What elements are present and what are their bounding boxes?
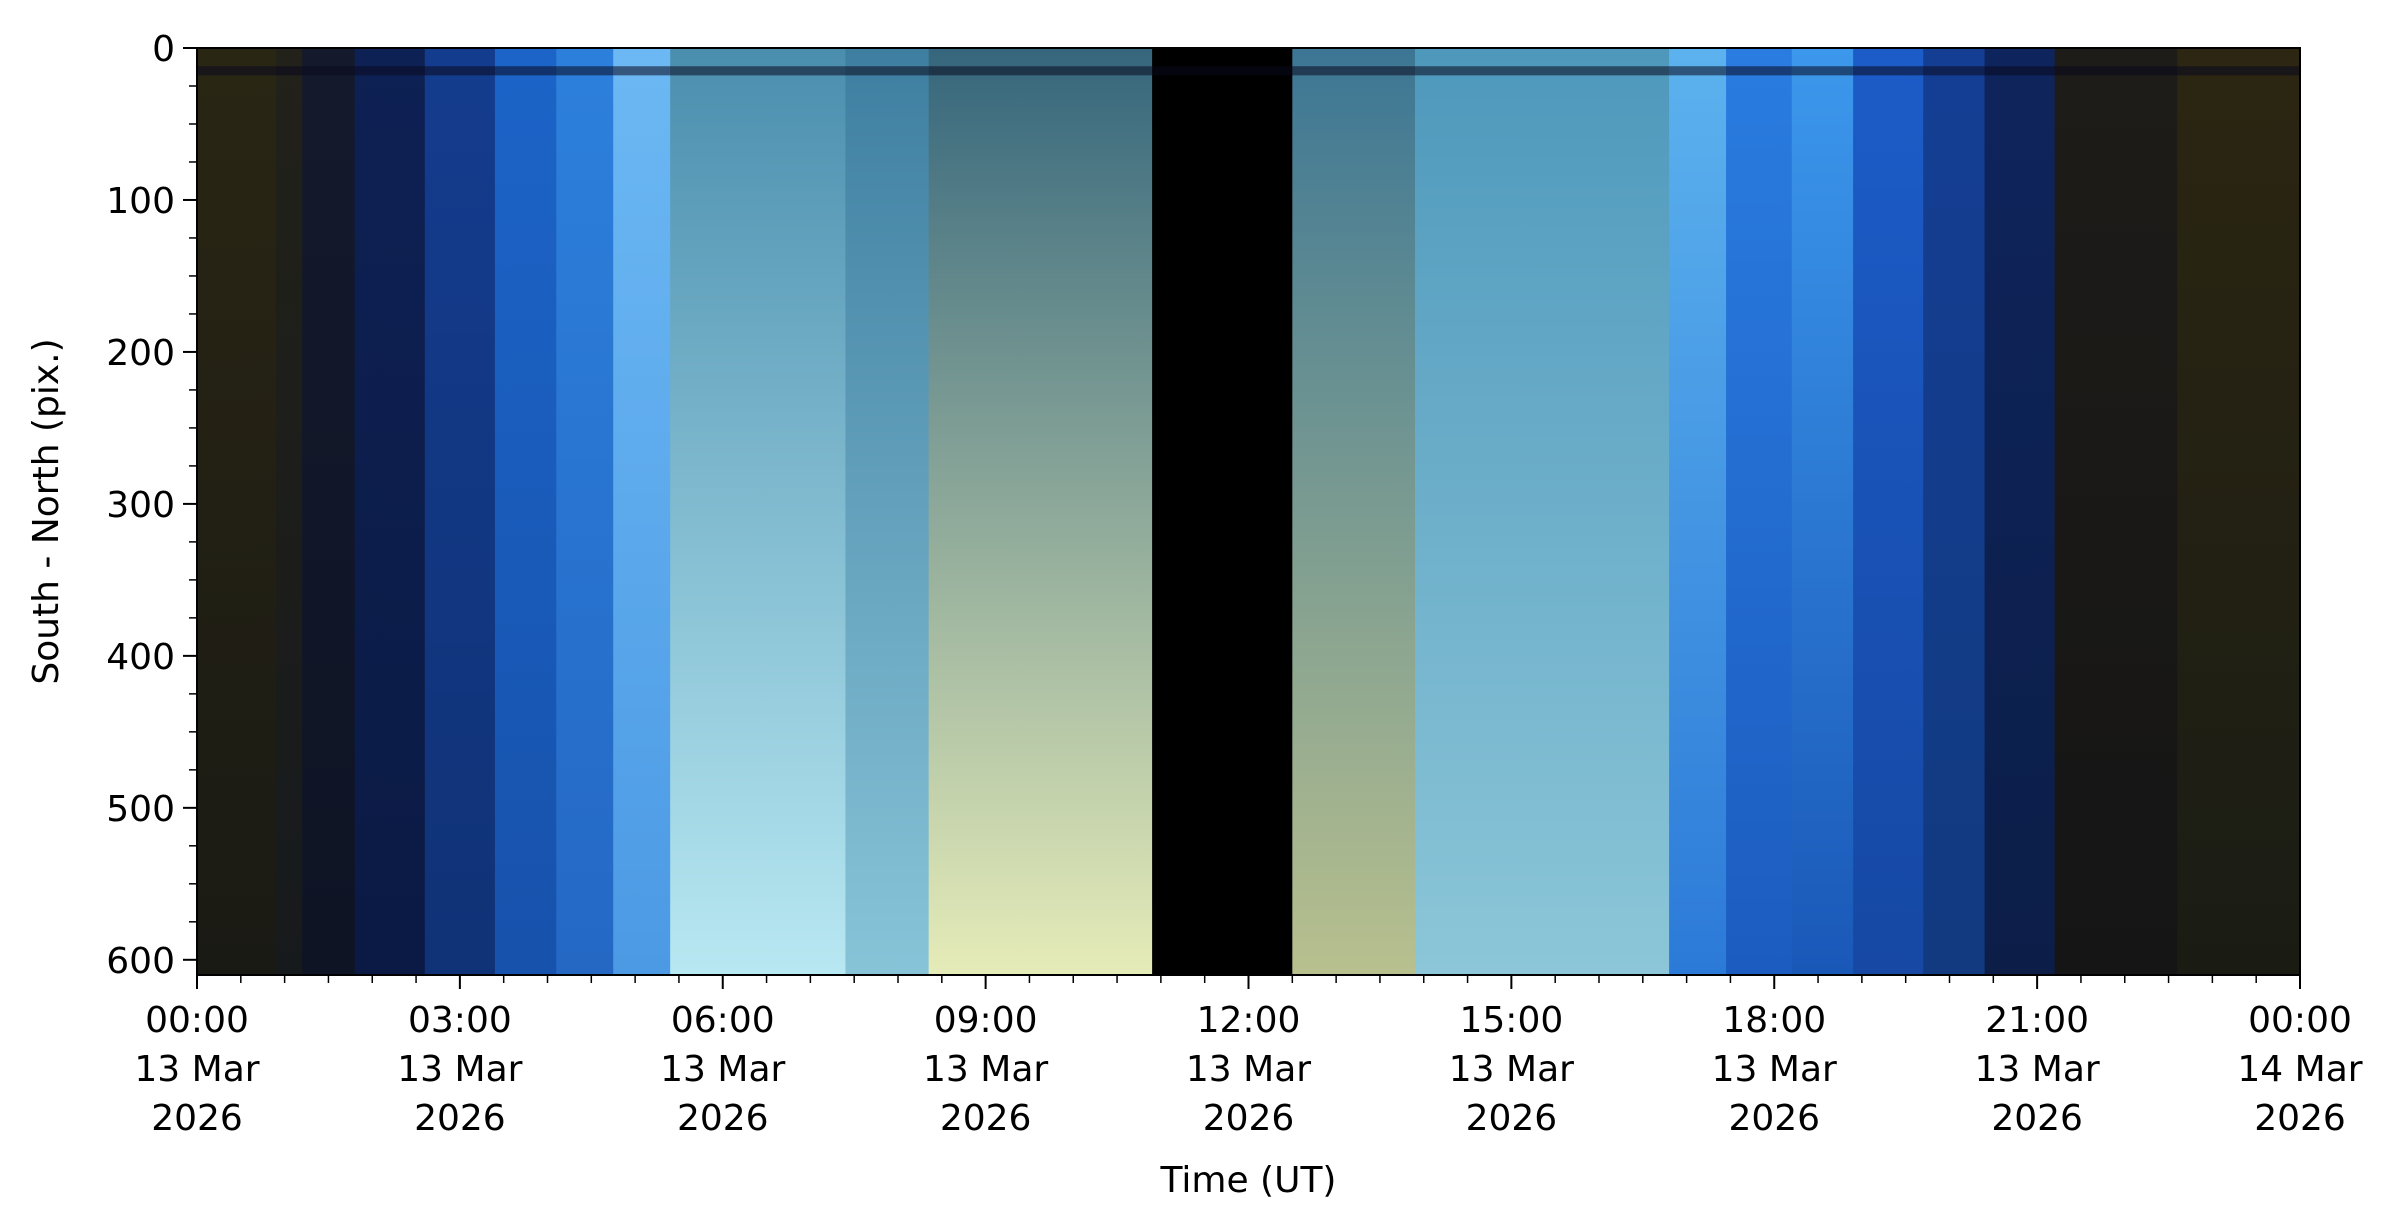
x-tick-label: 15:00 13 Mar 2026 — [1449, 1000, 1574, 1139]
y-tick-label: 200 — [106, 333, 175, 374]
x-tick-label: 21:00 13 Mar 2026 — [1975, 1000, 2100, 1139]
heatmap-band — [670, 48, 846, 975]
heatmap-band — [1923, 48, 1986, 975]
heatmap-band — [1791, 48, 1854, 975]
heatmap-band — [494, 48, 557, 975]
heatmap-band — [2177, 48, 2301, 975]
heatmap-band — [928, 48, 1153, 975]
heatmap-band — [275, 48, 303, 975]
heatmap-band — [2054, 48, 2178, 975]
y-tick-label: 500 — [106, 789, 175, 830]
y-tick-label: 0 — [152, 29, 175, 70]
y-tick-label: 400 — [106, 637, 175, 678]
heatmap-band — [1726, 48, 1793, 975]
heatmap-band — [1414, 48, 1670, 975]
heatmap-band — [1152, 48, 1293, 975]
heatmap-band — [302, 48, 356, 975]
y-tick-label: 100 — [106, 181, 175, 222]
heatmap-band — [197, 48, 277, 975]
x-tick-label: 18:00 13 Mar 2026 — [1712, 1000, 1837, 1139]
x-axis-label: Time (UT) — [1160, 1160, 1337, 1201]
x-tick-label: 00:00 13 Mar 2026 — [134, 1000, 259, 1139]
heatmap-band — [556, 48, 614, 975]
x-axis: 00:00 13 Mar 2026 03:00 13 Mar 2026 06:00 13 Ma… — [134, 975, 2363, 1139]
y-axis: 0 100 200 300 400 500 600 — [106, 29, 197, 982]
x-tick-label: 00:00 14 Mar 2026 — [2237, 1000, 2362, 1139]
x-tick-label: 03:00 13 Mar 2026 — [397, 1000, 522, 1139]
heatmap-band — [354, 48, 426, 975]
x-tick-label: 12:00 13 Mar 2026 — [1186, 1000, 1311, 1139]
heatmap-band — [424, 48, 496, 975]
y-tick-label: 300 — [106, 485, 175, 526]
heatmap-top-stripe — [197, 66, 2300, 76]
x-tick-label: 09:00 13 Mar 2026 — [923, 1000, 1048, 1139]
heatmap-band — [1669, 48, 1727, 975]
heatmap-band — [1853, 48, 1924, 975]
y-axis-label: South - North (pix.) — [26, 338, 67, 684]
heatmap-band — [613, 48, 671, 975]
heatmap-band — [1984, 48, 2056, 975]
x-tick-label: 06:00 13 Mar 2026 — [660, 1000, 785, 1139]
heatmap-band — [1292, 48, 1416, 975]
y-tick-label: 600 — [106, 941, 175, 982]
heatmap-band — [845, 48, 930, 975]
plot-area — [197, 48, 2301, 975]
